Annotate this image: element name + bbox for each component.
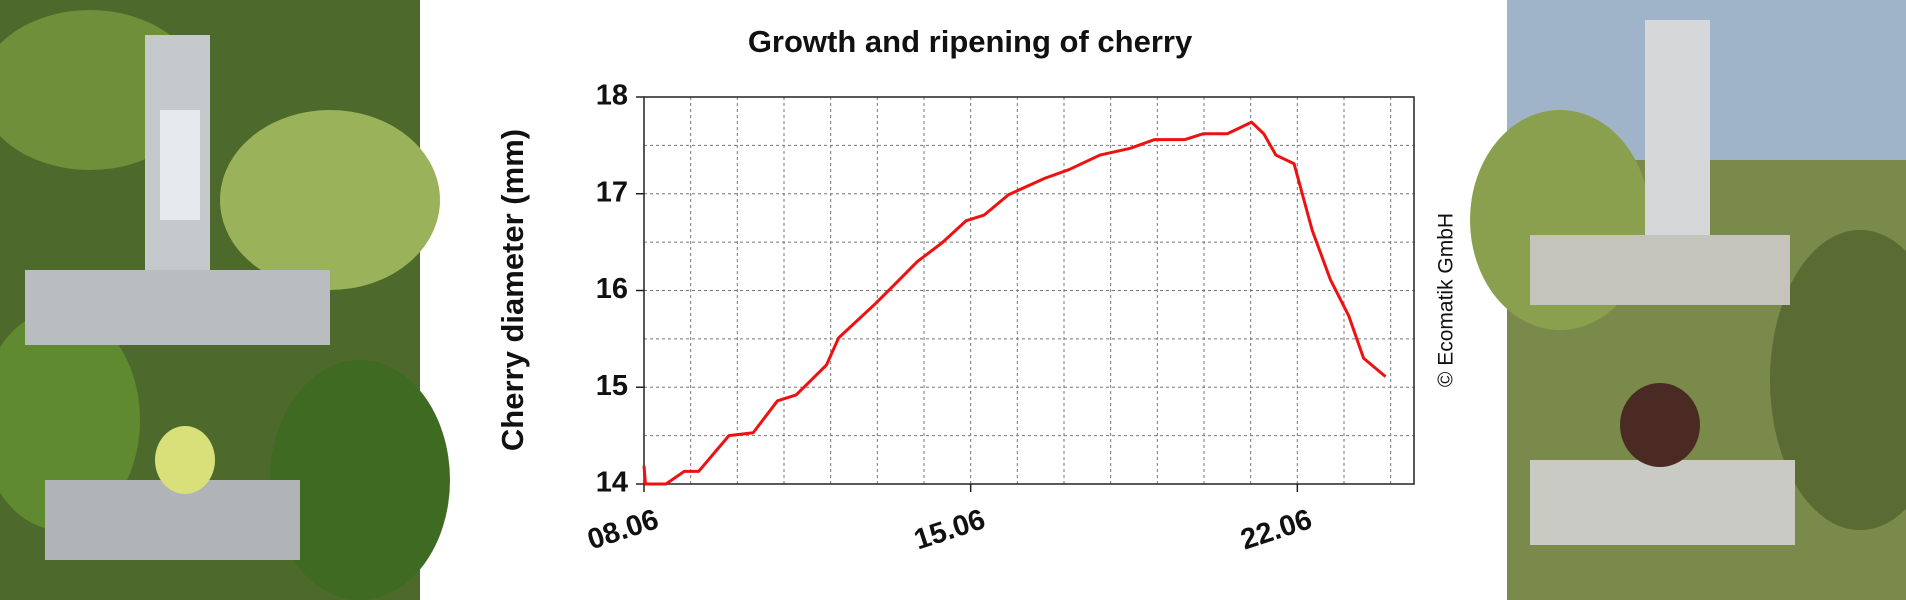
x-tick-label: 22.06	[1237, 504, 1316, 557]
y-tick-label: 16	[596, 273, 628, 305]
y-tick-label: 14	[596, 467, 628, 499]
data-line	[642, 120, 1387, 486]
x-tick-label: 08.06	[584, 504, 663, 557]
chart-title: Growth and ripening of cherry	[748, 24, 1193, 59]
y-axis-label: Cherry diameter (mm)	[495, 129, 530, 451]
y-tick-label: 15	[596, 370, 628, 402]
copyright: © Ecomatik GmbH	[1435, 213, 1458, 387]
right-photo	[1470, 0, 1906, 600]
y-tick-label: 17	[596, 176, 628, 208]
x-tick-label: 15.06	[910, 504, 989, 557]
left-photo	[0, 0, 450, 600]
y-tick-label: 18	[596, 80, 628, 112]
plot-frame	[643, 96, 1415, 485]
